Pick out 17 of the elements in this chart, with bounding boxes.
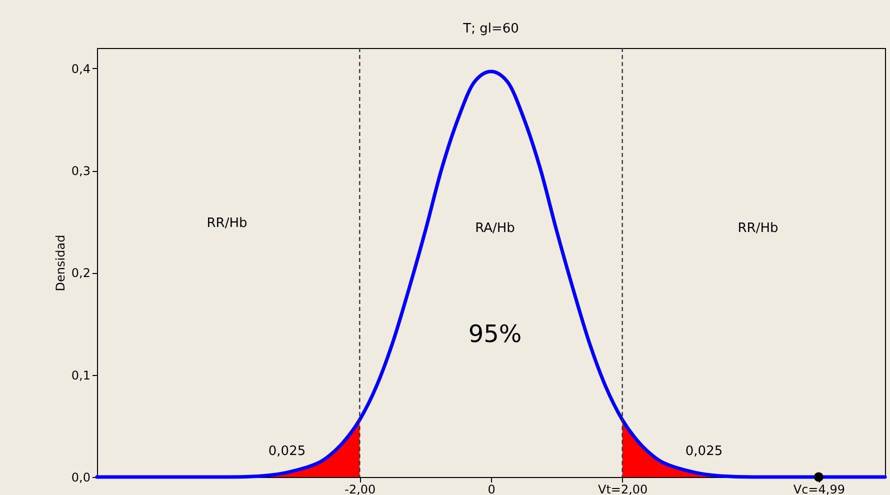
y-tick-label: 0,2 xyxy=(71,266,90,280)
annotation: 0,025 xyxy=(268,444,306,459)
y-tick-label: 0,3 xyxy=(71,164,90,178)
x-tick-label: 0 xyxy=(488,482,496,495)
annotation: 95% xyxy=(468,320,522,348)
y-tick-label: 0,4 xyxy=(71,62,90,76)
annotation: RA/Hb xyxy=(475,221,515,236)
x-tick-label: Vt=2,00 xyxy=(598,482,648,495)
annotation: 0,025 xyxy=(685,444,723,459)
y-tick-label: 0,0 xyxy=(71,470,90,484)
chart-title: T; gl=60 xyxy=(462,21,519,36)
annotation: RR/Hb xyxy=(206,216,248,231)
x-tick-label: -2,00 xyxy=(344,482,376,495)
annotation: RR/Hb xyxy=(738,221,778,236)
y-tick-label: 0,1 xyxy=(71,368,90,382)
y-axis-title: Densidad xyxy=(53,234,68,292)
x-tick-label: Vc=4,99 xyxy=(793,482,845,495)
